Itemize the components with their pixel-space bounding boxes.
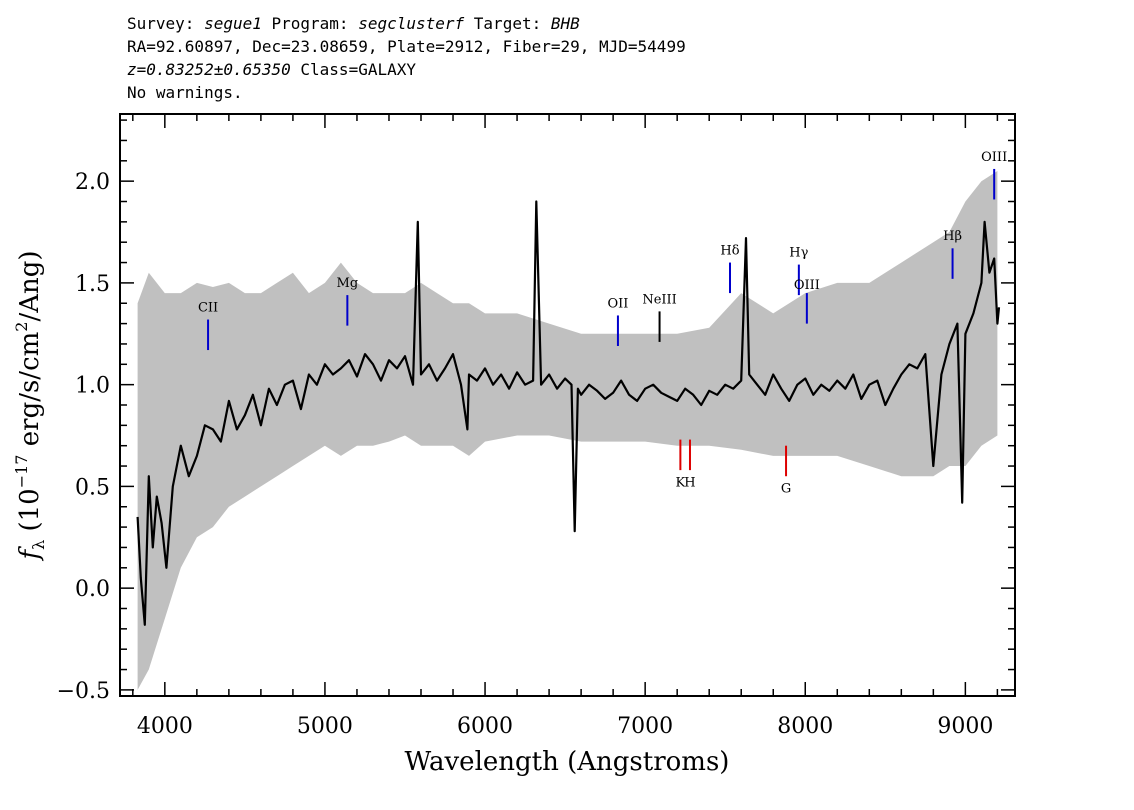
program-label: Program:	[261, 14, 359, 33]
target-value: BHB	[550, 14, 580, 33]
y-label-mid: erg/s/cm	[15, 332, 45, 455]
line-label-h: H	[684, 475, 695, 490]
header-line-redshift: z=0.83252±0.65350 Class=GALAXY	[127, 58, 686, 81]
x-tick-label: 7000	[617, 714, 673, 739]
line-label-hβ: Hβ	[943, 229, 962, 244]
error-band	[137, 171, 998, 690]
y-tick-label: 2.0	[75, 170, 110, 195]
line-label-cii: CII	[198, 300, 218, 315]
y-label-prefix: (10	[15, 488, 45, 540]
target-label: Target:	[464, 14, 551, 33]
header-line-warnings: No warnings.	[127, 83, 243, 102]
line-marker-layer: CII Mg OII NeIII Hδ Hγ OIII Hβ OIII K H G	[198, 150, 1007, 497]
line-label-hδ: Hδ	[720, 243, 739, 258]
flux-layer	[136, 200, 1001, 626]
line-label-oiii: OIII	[981, 150, 1007, 165]
x-tick-label: 6000	[457, 714, 513, 739]
y-tick-label: 1.0	[75, 374, 110, 399]
survey-label: Survey:	[127, 14, 205, 33]
y-label-suffix: /Ang)	[15, 250, 45, 321]
x-tick-label: 9000	[937, 714, 993, 739]
y-tick-label: 1.5	[75, 272, 110, 297]
x-tick-label: 5000	[297, 714, 353, 739]
class-value: Class=GALAXY	[290, 60, 416, 79]
line-label-g: G	[781, 482, 791, 497]
line-label-hγ: Hγ	[789, 245, 808, 260]
program-value: segclusterf	[358, 14, 465, 33]
y-tick-label: −0.5	[57, 679, 110, 704]
x-tick-label: 4000	[137, 714, 193, 739]
y-label-exp2: 2	[12, 322, 31, 332]
x-ticks: 4000 5000 6000 7000 8000 9000	[132, 114, 999, 739]
redshift-value: z=0.83252±0.65350	[127, 60, 291, 79]
x-tick-label: 8000	[777, 714, 833, 739]
y-tick-label: 0.0	[75, 577, 110, 602]
line-label-oiii: OIII	[794, 278, 820, 293]
line-label-neiii: NeIII	[642, 292, 676, 307]
line-label-mg: Mg	[337, 276, 359, 291]
y-axis-label: fλ (10−17 erg/s/cm2/Ang)	[12, 250, 48, 561]
y-tick-label: 0.5	[75, 475, 110, 500]
line-label-k: K	[676, 475, 686, 490]
y-label-exp1: −17	[12, 455, 31, 489]
y-ticks: −0.5 0.0 0.5 1.0 1.5 2.0	[57, 119, 1015, 704]
y-label-lambda: λ	[29, 540, 48, 550]
line-label-oii: OII	[607, 296, 628, 311]
survey-value: segue1	[204, 14, 262, 33]
error-band-layer	[137, 171, 998, 690]
header-line-survey: Survey: segue1 Program: segclusterf Targ…	[127, 12, 686, 35]
header-line-coordinates: RA=92.60897, Dec=23.08659, Plate=2912, F…	[127, 37, 686, 56]
spectrum-header: Survey: segue1 Program: segclusterf Targ…	[127, 12, 686, 104]
flux-line	[136, 200, 1001, 626]
x-axis-label: Wavelength (Angstroms)	[405, 747, 730, 777]
